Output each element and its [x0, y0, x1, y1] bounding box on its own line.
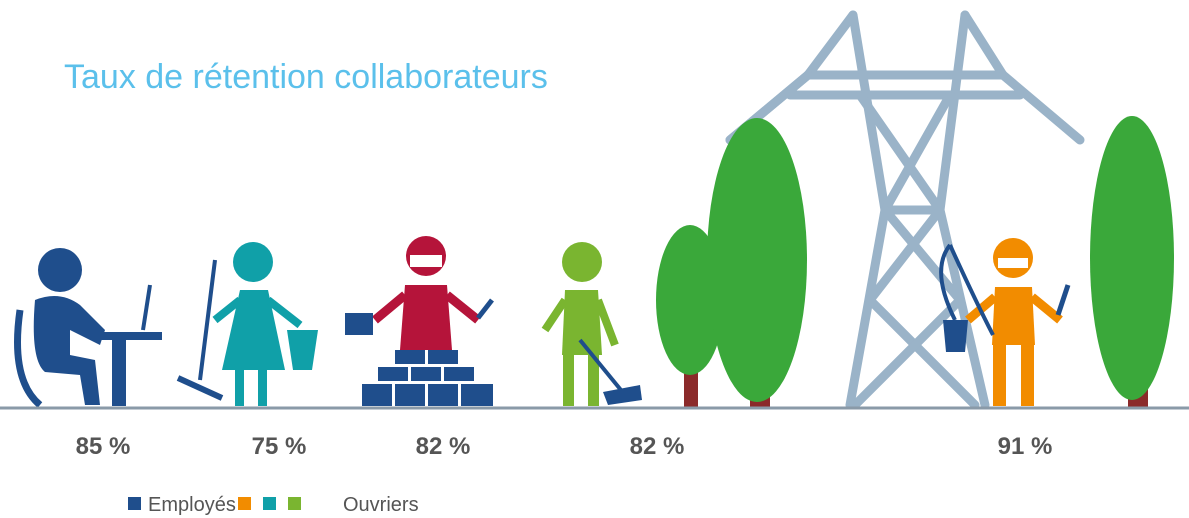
figure-label: 82 %	[416, 433, 471, 460]
legend-swatch	[288, 497, 301, 510]
legend: Employés Ouvriers	[128, 494, 419, 516]
legend-swatch	[263, 497, 276, 510]
title: Taux de rétention collaborateurs	[64, 58, 548, 96]
legend-label: Employés	[148, 494, 236, 516]
figure-label: 91 %	[998, 433, 1053, 460]
mason-figure	[345, 236, 494, 406]
worker-figure	[939, 238, 1071, 406]
employee-figure	[14, 248, 162, 408]
legend-label: Ouvriers	[343, 494, 419, 516]
legend-swatch	[238, 497, 251, 510]
figure-label: 85 %	[76, 433, 131, 460]
figure-label: 75 %	[252, 433, 307, 460]
gardener-figure	[541, 242, 642, 406]
figure-label: 82 %	[630, 433, 685, 460]
legend-swatch	[128, 497, 141, 510]
trees	[656, 116, 1174, 408]
pylon	[725, 10, 1085, 410]
cleaner-figure	[176, 242, 318, 406]
